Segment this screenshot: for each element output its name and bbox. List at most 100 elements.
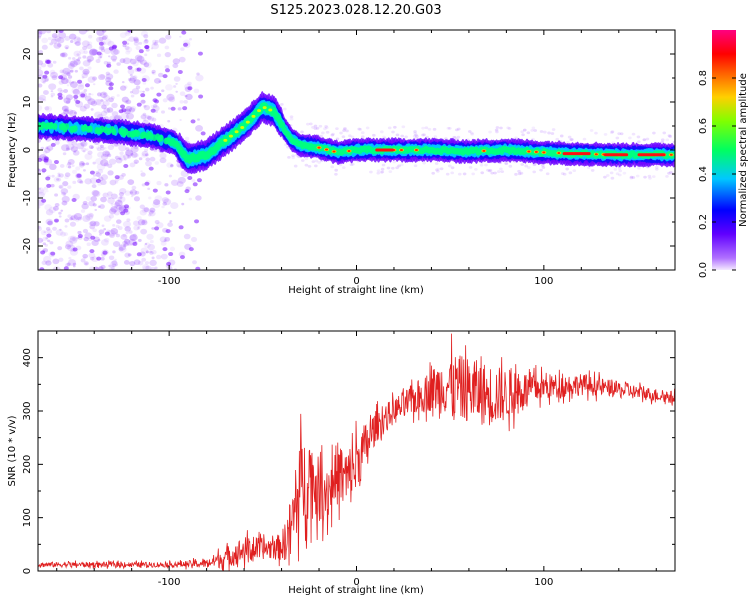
noise-blob <box>100 159 109 167</box>
noise-blob <box>125 147 130 151</box>
noise-blob <box>75 100 81 105</box>
noise-blob <box>141 219 148 226</box>
noise-blob <box>82 215 91 222</box>
noise-blob <box>82 68 90 75</box>
noise-blob <box>82 45 88 51</box>
noise-blob <box>115 233 121 238</box>
noise-blob <box>128 242 132 246</box>
noise-blob <box>103 162 109 167</box>
noise-blob <box>91 49 99 56</box>
noise-blob <box>143 34 149 39</box>
noise-blob <box>120 234 128 240</box>
noise-blob <box>114 258 117 261</box>
noise-blob <box>140 59 147 66</box>
noise-blob <box>69 60 78 68</box>
noise-blob <box>38 94 46 101</box>
noise-blob <box>647 174 652 178</box>
noise-blob <box>81 147 87 152</box>
noise-blob <box>64 175 69 180</box>
noise-blob <box>101 174 109 181</box>
noise-blob <box>184 136 190 141</box>
noise-blob <box>38 205 41 209</box>
noise-blob <box>140 30 149 37</box>
noise-blob <box>91 93 94 96</box>
noise-blob <box>97 205 101 208</box>
noise-blob <box>391 166 395 170</box>
noise-blob <box>67 75 73 79</box>
snr-x-ticks: -100 0 100 <box>56 331 657 588</box>
noise-blob <box>57 92 63 97</box>
noise-blob <box>93 98 102 106</box>
noise-blob <box>65 46 69 50</box>
noise-blob <box>382 135 386 139</box>
noise-blob <box>105 99 109 102</box>
noise-blob <box>57 178 62 182</box>
noise-blob <box>188 197 193 201</box>
noise-blob <box>145 153 149 157</box>
noise-blob <box>118 243 123 248</box>
noise-blob <box>413 130 417 133</box>
noise-blob <box>152 72 156 76</box>
noise-blob <box>124 158 127 161</box>
noise-blob <box>129 73 133 77</box>
noise-blob <box>166 93 175 101</box>
noise-blob <box>114 180 119 184</box>
noise-blob <box>648 176 652 180</box>
noise-blob <box>56 37 65 44</box>
noise-blob <box>105 71 110 76</box>
noise-blob <box>393 125 397 129</box>
noise-blob <box>103 60 109 65</box>
noise-blob <box>76 53 80 56</box>
noise-blob <box>152 103 158 108</box>
ridge-cell <box>158 134 164 142</box>
noise-blob <box>90 146 94 149</box>
noise-blob <box>123 242 129 247</box>
noise-blob <box>560 172 565 175</box>
noise-blob <box>132 75 138 80</box>
noise-blob <box>153 42 158 46</box>
noise-blob <box>92 203 97 207</box>
noise-blob <box>169 164 174 168</box>
noise-blob <box>75 218 80 222</box>
noise-blob <box>73 212 83 220</box>
noise-blob <box>313 124 318 128</box>
noise-blob <box>144 181 150 186</box>
noise-blob <box>306 122 310 126</box>
noise-blob <box>177 107 182 111</box>
noise-blob <box>101 30 107 33</box>
noise-blob <box>504 161 508 165</box>
noise-blob <box>110 193 118 200</box>
noise-blob <box>38 104 43 112</box>
noise-blob <box>165 34 172 40</box>
noise-blob <box>45 237 49 240</box>
noise-blob <box>334 168 338 172</box>
noise-blob <box>58 215 62 218</box>
noise-blob <box>300 130 304 134</box>
ridge-peak <box>414 149 418 151</box>
noise-blob <box>97 151 105 158</box>
noise-blob <box>92 83 96 86</box>
noise-blob <box>72 88 80 96</box>
noise-blob <box>522 128 527 132</box>
noise-blob <box>91 184 97 189</box>
noise-blob <box>667 134 672 138</box>
noise-blob <box>85 196 92 202</box>
noise-blob <box>570 138 574 141</box>
noise-blob <box>139 204 146 210</box>
noise-blob <box>147 243 155 251</box>
noise-blob <box>165 190 171 195</box>
noise-blob <box>470 131 474 135</box>
noise-blob <box>136 227 140 230</box>
noise-blob <box>136 67 142 72</box>
noise-blob <box>116 219 122 224</box>
noise-blob <box>594 131 598 135</box>
noise-blob <box>116 94 120 97</box>
noise-blob <box>130 94 135 98</box>
noise-blob <box>532 170 537 174</box>
noise-blob <box>134 190 140 195</box>
noise-blob <box>65 94 74 101</box>
noise-blob <box>109 208 117 215</box>
noise-blob <box>495 130 499 134</box>
ridge-peak <box>325 148 329 151</box>
noise-blob <box>121 108 127 113</box>
